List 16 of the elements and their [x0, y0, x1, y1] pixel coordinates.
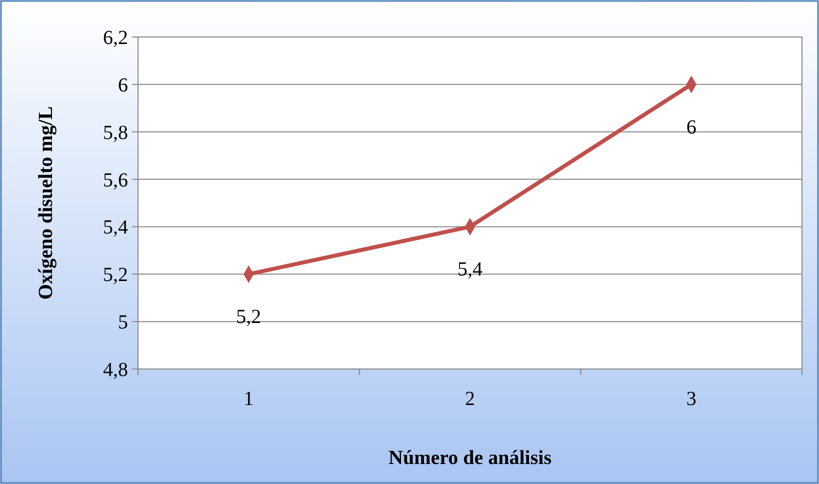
- y-tick-label: 5,6: [103, 169, 128, 192]
- y-tick-label: 6,2: [103, 27, 128, 49]
- data-label: 6: [686, 116, 696, 138]
- x-tick-label: 2: [465, 388, 475, 410]
- y-tick-label: 5: [118, 312, 128, 334]
- x-tick-label: 3: [686, 388, 696, 410]
- x-axis-title: Número de análisis: [388, 447, 552, 469]
- y-tick-label: 5,4: [103, 216, 128, 239]
- y-tick-label: 4,8: [103, 359, 128, 381]
- y-tick-label: 6: [118, 74, 128, 96]
- data-label: 5,4: [458, 258, 482, 281]
- y-tick-label: 5,2: [103, 264, 128, 286]
- x-tick-label: 1: [244, 388, 254, 410]
- y-axis-title: Oxígeno disuelto mg/L: [35, 106, 57, 300]
- data-label: 5,2: [236, 306, 262, 328]
- y-tick-label: 5,8: [103, 122, 128, 144]
